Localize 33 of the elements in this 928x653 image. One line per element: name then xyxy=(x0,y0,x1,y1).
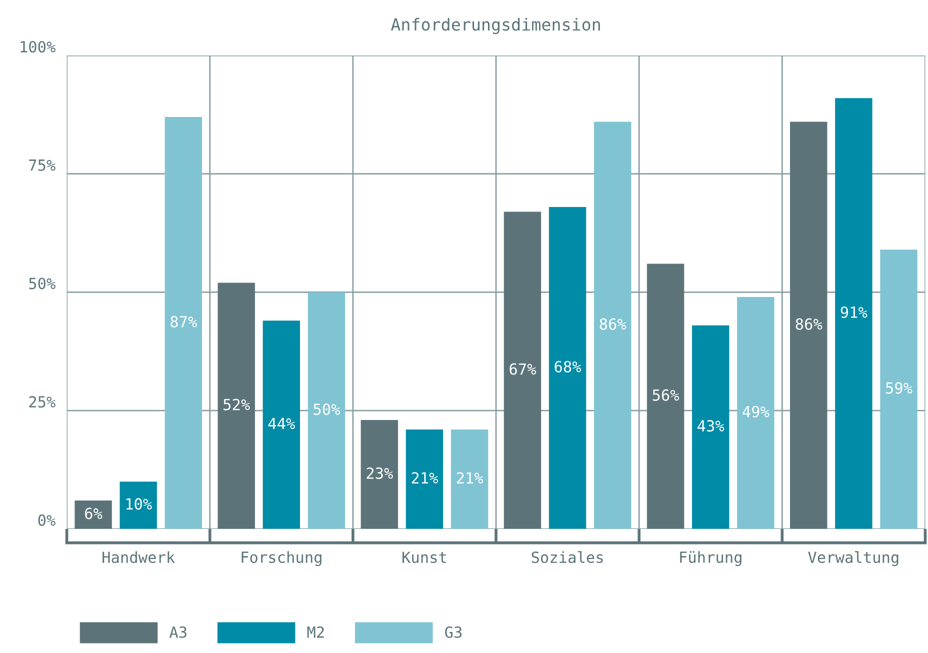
legend-label: A3 xyxy=(169,626,186,638)
data-label: 59% xyxy=(886,382,912,394)
legend-label: M2 xyxy=(307,626,324,638)
data-label: 49% xyxy=(742,406,770,418)
y-tick-label: 25% xyxy=(29,396,56,408)
data-label: 91% xyxy=(840,306,868,318)
data-label: 86% xyxy=(600,318,626,330)
data-label: 50% xyxy=(314,403,340,416)
x-tick-label: Kunst xyxy=(402,552,446,564)
chart-title: Anforderungsdimension xyxy=(390,18,600,34)
data-label: 10% xyxy=(126,498,152,510)
x-tick-label: Soziales xyxy=(532,551,603,564)
y-tick-label: 0% xyxy=(38,514,56,526)
data-label: 56% xyxy=(652,389,680,401)
data-label: 21% xyxy=(456,472,484,484)
data-label: 67% xyxy=(510,363,536,375)
x-tick-label: Forschung xyxy=(242,551,322,566)
legend-label: G3 xyxy=(445,626,462,638)
y-tick-label: 100% xyxy=(20,40,56,53)
data-label: 68% xyxy=(554,360,582,372)
y-tick-label: 50% xyxy=(29,278,56,290)
data-label: 6% xyxy=(85,508,102,520)
x-tick-label: Handwerk xyxy=(102,551,175,564)
data-label: 52% xyxy=(224,398,250,410)
x-tick-label: Verwaltung xyxy=(808,551,898,566)
data-label: 44% xyxy=(268,418,295,430)
x-tick-label: Führung xyxy=(680,551,742,566)
data-label: 23% xyxy=(366,467,393,479)
data-label: 43% xyxy=(698,420,724,432)
data-label: 21% xyxy=(412,472,438,484)
y-tick-label: 75% xyxy=(29,160,56,171)
data-label: 87% xyxy=(170,316,197,328)
data-label: 86% xyxy=(796,318,822,330)
